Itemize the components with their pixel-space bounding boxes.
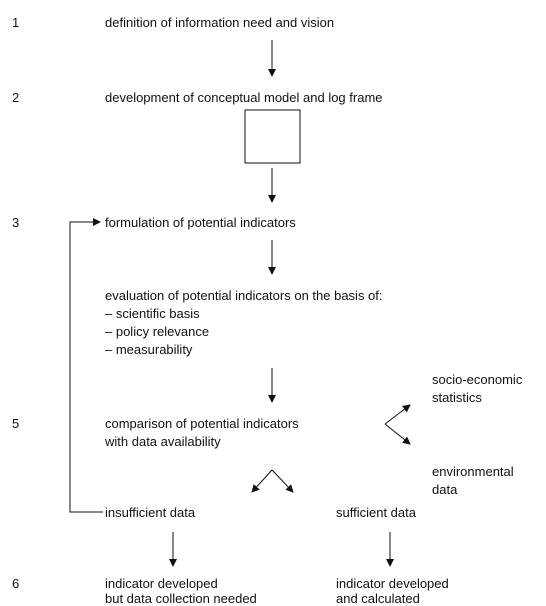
step-text: evaluation of potential indicators on th… [105, 288, 383, 303]
criterion: – scientific basis [105, 306, 200, 321]
source: statistics [432, 390, 482, 405]
outcome: indicator developed [336, 576, 449, 591]
criterion: – policy relevance [105, 324, 209, 339]
step-text: formulation of potential indicators [105, 215, 296, 230]
step-number: 6 [12, 576, 19, 591]
source: environmental [432, 464, 514, 479]
branch: sufficient data [336, 505, 417, 520]
step-number: 3 [12, 215, 19, 230]
outcome: but data collection needed [105, 591, 257, 606]
source: data [432, 482, 458, 497]
step-text: development of conceptual model and log … [105, 90, 383, 105]
outcome: indicator developed [105, 576, 218, 591]
outcome: and calculated [336, 591, 420, 606]
step-text: with data availability [104, 434, 221, 449]
step-number: 5 [12, 416, 19, 431]
step-number: 1 [12, 15, 19, 30]
step-text: definition of information need and visio… [105, 15, 334, 30]
source: socio-economic [432, 372, 523, 387]
step-text: comparison of potential indicators [105, 416, 299, 431]
criterion: – measurability [105, 342, 193, 357]
connectors [69, 40, 411, 567]
branch: insufficient data [105, 505, 196, 520]
step-number: 2 [12, 90, 19, 105]
